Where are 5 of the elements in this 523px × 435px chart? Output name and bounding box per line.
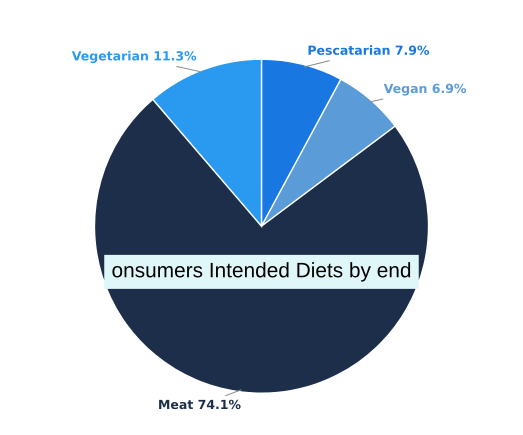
text: onsumers Intended Diets by end [112, 262, 410, 282]
slice-label: Meat 74.1% [159, 400, 241, 410]
slice-label: Vegetarian 11.3% [72, 50, 196, 64]
slice-label: Vegan 6.9% [384, 84, 466, 96]
slice-label: Pescatarian 7.9% [308, 45, 430, 55]
